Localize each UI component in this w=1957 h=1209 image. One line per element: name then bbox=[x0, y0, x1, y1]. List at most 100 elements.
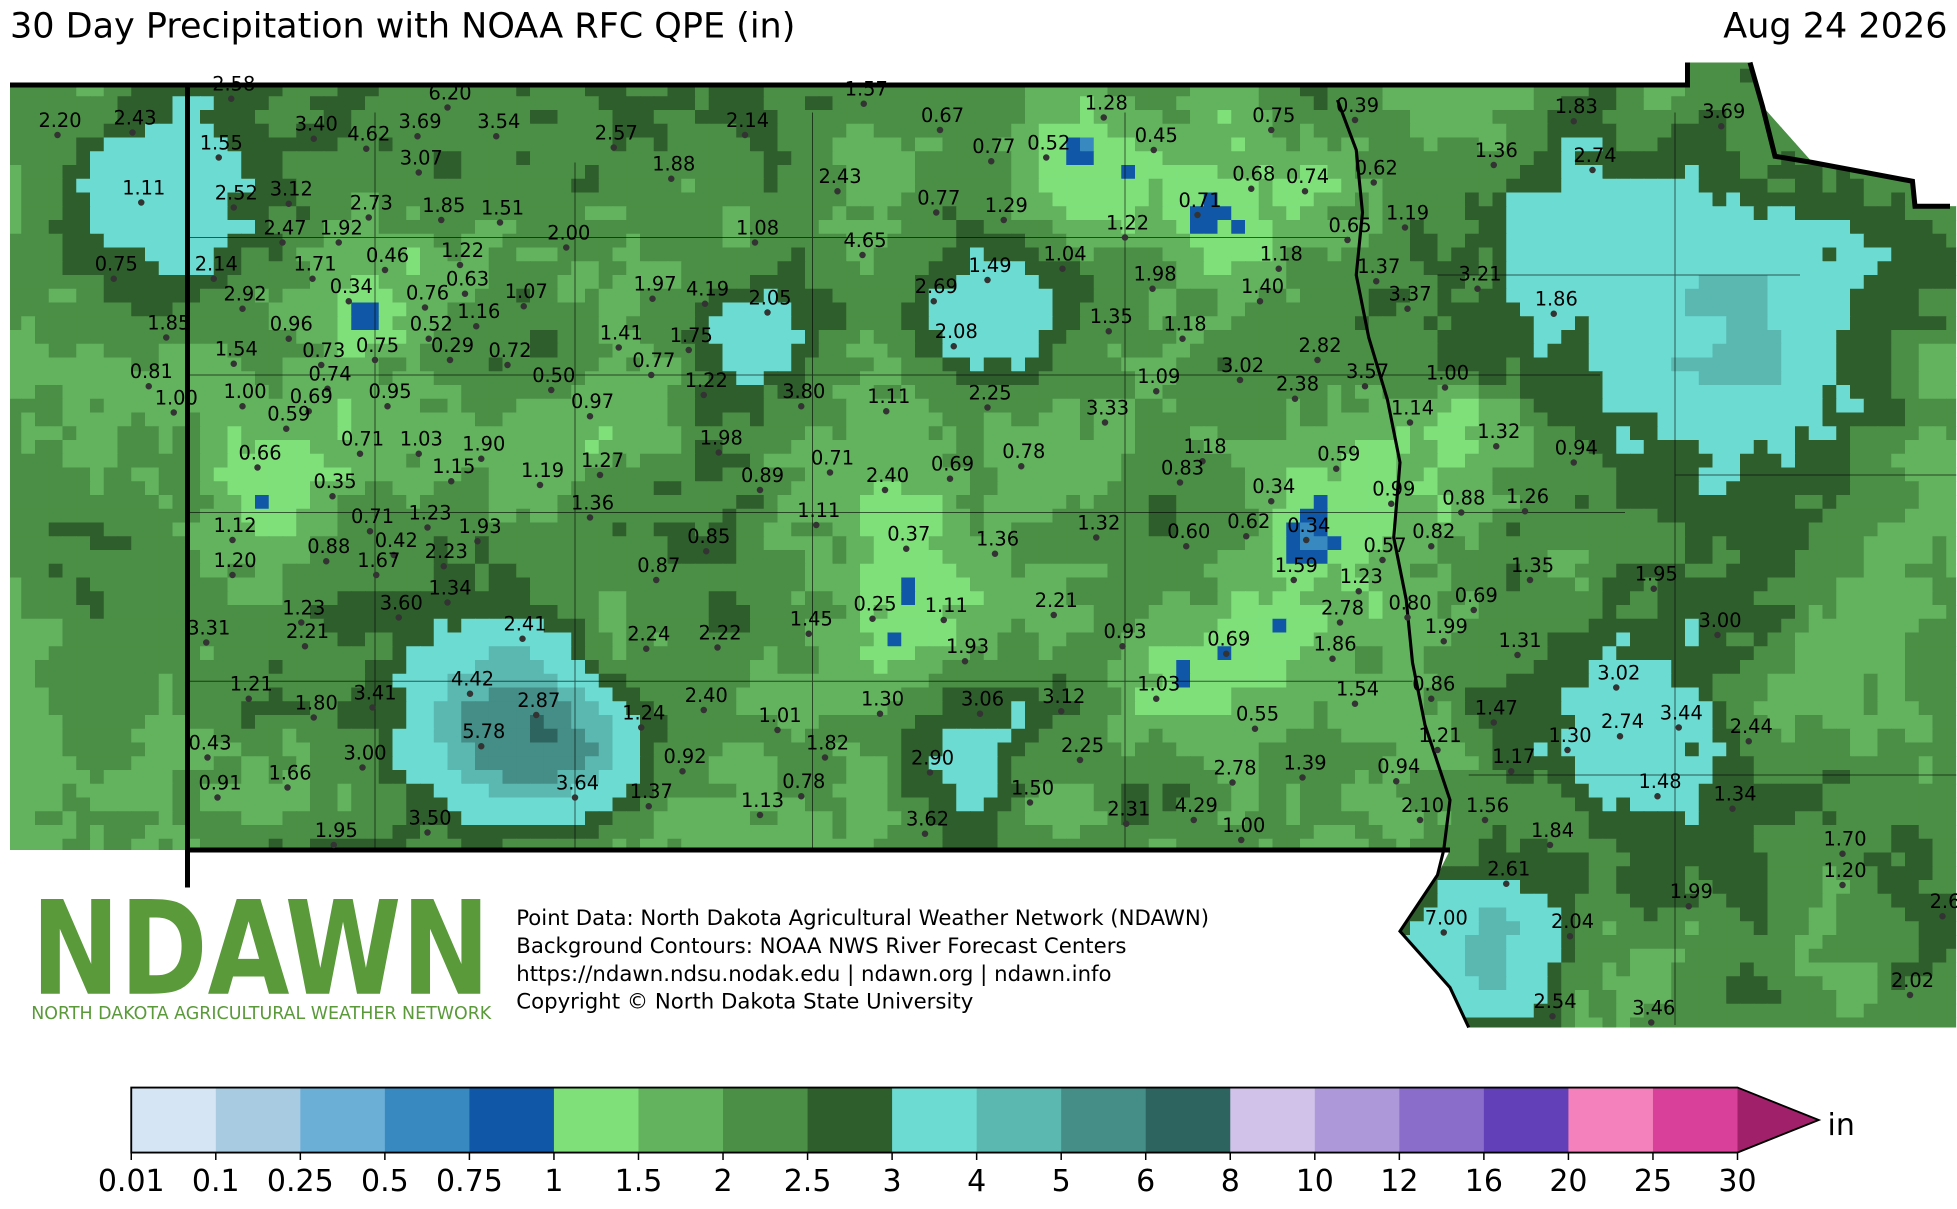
field-cell bbox=[62, 330, 77, 345]
field-cell bbox=[860, 96, 875, 111]
field-cell bbox=[1602, 302, 1617, 317]
field-cell bbox=[131, 178, 146, 194]
field-cell bbox=[351, 123, 366, 139]
field-cell bbox=[1657, 233, 1672, 249]
field-cell bbox=[1850, 261, 1865, 276]
field-cell bbox=[1203, 165, 1219, 180]
field-cell bbox=[1905, 247, 1920, 262]
field-cell bbox=[1368, 426, 1384, 441]
field-cell bbox=[1575, 508, 1590, 524]
field-cell bbox=[1478, 371, 1494, 386]
field-cell bbox=[1918, 82, 1934, 97]
field-cell bbox=[1575, 522, 1590, 537]
field-cell bbox=[1836, 412, 1851, 427]
field-cell bbox=[1547, 123, 1562, 139]
field-cell bbox=[145, 440, 160, 455]
field-cell bbox=[1767, 330, 1782, 345]
field-cell bbox=[1630, 316, 1645, 331]
field-cell bbox=[1602, 495, 1617, 510]
field-cell bbox=[1712, 343, 1727, 359]
field-cell bbox=[585, 68, 600, 84]
field-cell bbox=[1863, 426, 1879, 441]
field-cell bbox=[1396, 206, 1411, 221]
field-cell bbox=[35, 178, 50, 194]
field-cell bbox=[475, 330, 490, 345]
field-cell bbox=[1781, 508, 1796, 524]
field-cell bbox=[1327, 261, 1342, 276]
field-cell bbox=[1093, 288, 1109, 304]
field-cell bbox=[1423, 151, 1439, 166]
field-cell bbox=[1657, 522, 1672, 537]
field-cell bbox=[10, 385, 22, 400]
field-cell bbox=[1410, 426, 1425, 441]
field-cell bbox=[1520, 110, 1535, 125]
field-cell bbox=[227, 288, 242, 304]
field-cell bbox=[736, 206, 751, 221]
field-cell bbox=[1863, 398, 1879, 414]
field-cell bbox=[1203, 233, 1219, 249]
field-cell bbox=[805, 96, 820, 111]
field-cell bbox=[942, 357, 957, 372]
field-cell bbox=[1616, 357, 1631, 372]
field-cell bbox=[887, 233, 902, 249]
field-cell bbox=[543, 68, 559, 84]
field-cell bbox=[1643, 165, 1659, 180]
field-cell bbox=[1025, 206, 1040, 221]
field-cell bbox=[1396, 192, 1411, 207]
field-cell bbox=[323, 68, 339, 84]
field-cell bbox=[1657, 385, 1672, 400]
field-cell bbox=[901, 275, 916, 290]
field-cell bbox=[48, 508, 64, 524]
field-cell bbox=[530, 247, 545, 262]
field-cell bbox=[1410, 151, 1425, 166]
field-cell bbox=[475, 288, 490, 304]
field-cell bbox=[1368, 385, 1384, 400]
field-cell bbox=[1327, 398, 1342, 414]
field-cell bbox=[420, 165, 435, 180]
field-cell bbox=[1698, 68, 1714, 84]
field-cell bbox=[970, 412, 985, 427]
field-cell bbox=[365, 481, 380, 496]
field-cell bbox=[310, 110, 325, 125]
field-cell bbox=[1767, 453, 1782, 469]
field-cell bbox=[1355, 412, 1370, 427]
field-cell bbox=[1478, 68, 1494, 84]
field-cell bbox=[928, 330, 944, 345]
field-cell bbox=[543, 192, 559, 207]
field-cell bbox=[21, 302, 36, 317]
field-cell bbox=[1368, 192, 1384, 207]
field-cell bbox=[200, 495, 215, 510]
field-cell bbox=[255, 275, 270, 290]
field-cell bbox=[420, 123, 435, 139]
field-cell bbox=[681, 165, 696, 180]
field-cell bbox=[1781, 288, 1796, 304]
field-cell bbox=[530, 178, 545, 194]
field-cell bbox=[10, 151, 22, 166]
field-cell bbox=[378, 288, 394, 304]
field-cell bbox=[241, 247, 256, 262]
field-cell bbox=[21, 426, 36, 441]
field-cell bbox=[227, 123, 242, 139]
field-cell bbox=[1107, 233, 1122, 249]
field-cell bbox=[997, 233, 1012, 249]
field-cell bbox=[323, 302, 339, 317]
field-cell bbox=[475, 481, 490, 496]
field-cell bbox=[1643, 110, 1659, 125]
field-cell bbox=[35, 398, 50, 414]
field-cell bbox=[433, 412, 449, 427]
field-cell bbox=[241, 275, 256, 290]
field-cell bbox=[1396, 110, 1411, 125]
field-cell bbox=[1520, 302, 1535, 317]
field-cell bbox=[1052, 398, 1067, 414]
field-cell bbox=[1891, 275, 1906, 290]
field-cell bbox=[1698, 495, 1714, 510]
field-cell bbox=[296, 68, 311, 84]
field-cell bbox=[1685, 357, 1700, 372]
field-cell bbox=[76, 192, 91, 207]
field-cell bbox=[488, 453, 504, 469]
field-cell bbox=[1781, 137, 1796, 152]
field-cell bbox=[145, 412, 160, 427]
field-cell bbox=[1300, 261, 1315, 276]
field-cell bbox=[1368, 261, 1384, 276]
field-cell bbox=[942, 62, 957, 70]
